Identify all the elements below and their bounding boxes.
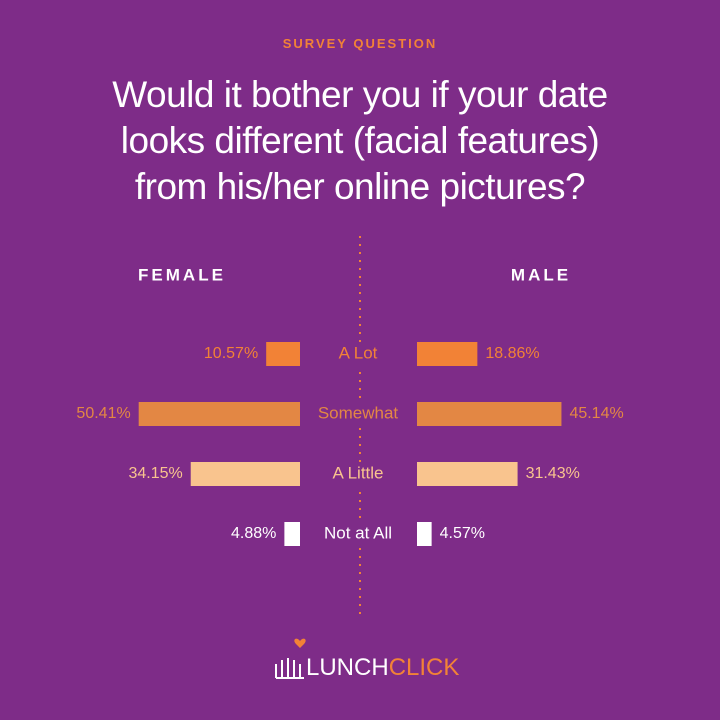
- label-backdrop: [306, 402, 414, 426]
- kicker: SURVEY QUESTION: [282, 36, 438, 51]
- bar: [138, 402, 300, 426]
- value-label: 31.43%: [526, 465, 580, 482]
- value-label: 4.88%: [231, 525, 276, 542]
- category-label: Not at All: [324, 523, 392, 542]
- bar: [190, 462, 300, 486]
- value-label: 18.86%: [485, 345, 539, 362]
- value-label: 10.57%: [204, 345, 258, 362]
- bar: [284, 522, 300, 546]
- logo-hand: [275, 658, 304, 679]
- category-label: Somewhat: [318, 403, 399, 422]
- chart-title: Would it bother you if your date looks d…: [112, 74, 608, 207]
- legend-label: MALE: [511, 265, 571, 284]
- value-label: 34.15%: [128, 465, 182, 482]
- value-label: 4.57%: [440, 525, 485, 542]
- bar: [266, 342, 300, 366]
- value-label: 45.14%: [569, 405, 623, 422]
- label-backdrop: [306, 522, 414, 546]
- label-backdrop: [306, 342, 414, 366]
- logo-first: LUNCH: [306, 654, 389, 681]
- bar: [417, 402, 562, 426]
- bar: [417, 522, 432, 546]
- logo-second: CLICK: [389, 654, 460, 681]
- value-label: 50.41%: [76, 405, 130, 422]
- bar: [417, 342, 478, 366]
- logo-text: LUNCHCLICK: [306, 654, 459, 681]
- category-label: A Lot: [339, 343, 378, 362]
- bar: [417, 462, 518, 486]
- logo: LUNCHCLICK: [275, 638, 459, 681]
- legend-label: FEMALE: [138, 265, 226, 284]
- logo-heart: [294, 638, 306, 648]
- category-label: A Little: [332, 463, 383, 482]
- label-backdrop: [306, 462, 414, 486]
